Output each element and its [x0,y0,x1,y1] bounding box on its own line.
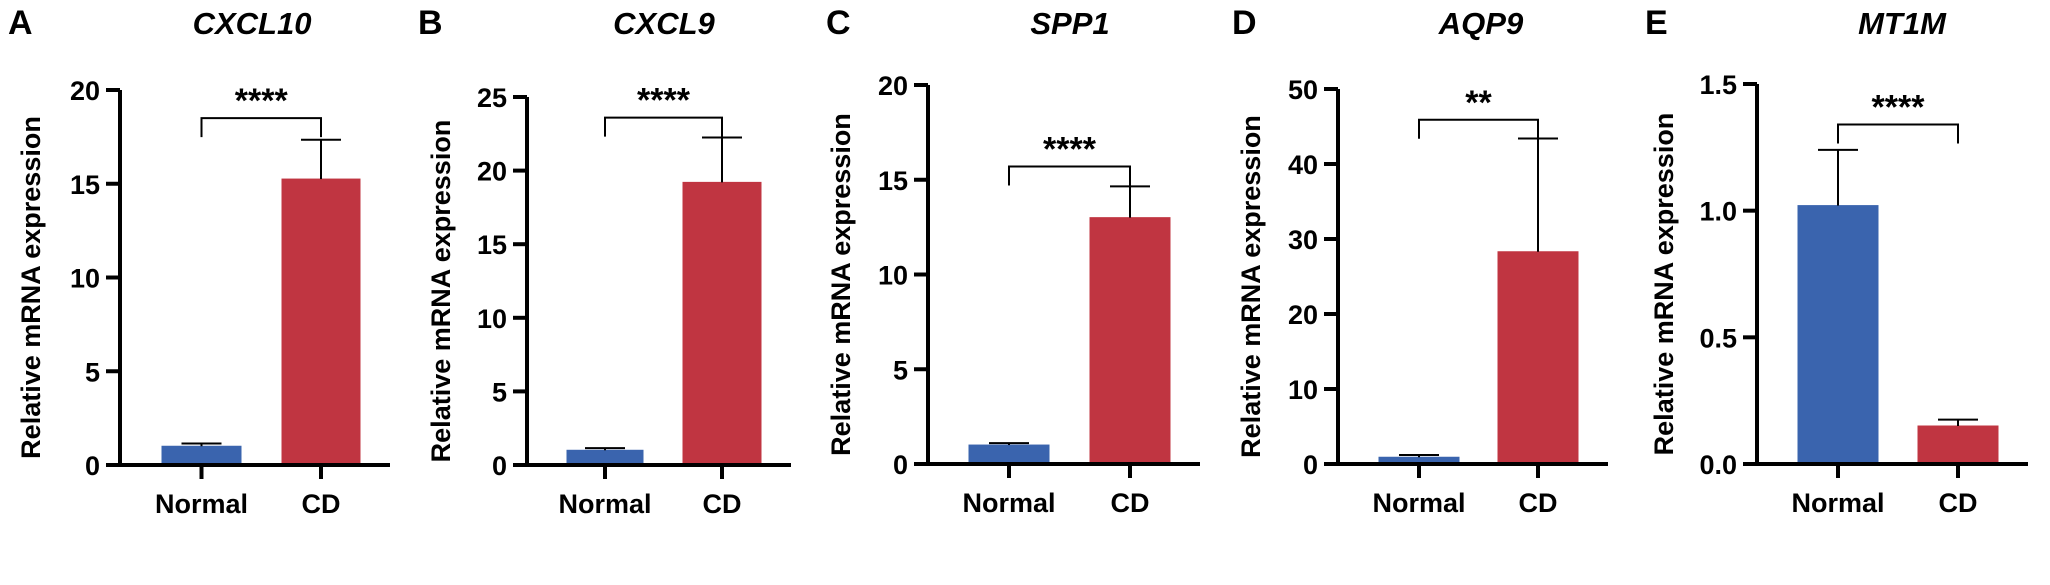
y-tick-label: 15 [878,166,908,196]
y-axis-label: Relative mRNA expression [826,113,856,456]
y-tick-label: 5 [492,377,507,407]
chart-title: MT1M [1858,6,1947,41]
panel-letter: C [826,4,851,42]
x-tick-label: CD [1111,488,1150,518]
y-tick-label: 10 [878,261,908,291]
significance-label: ** [1465,84,1492,122]
significance-label: **** [637,82,691,120]
x-tick-label: Normal [155,489,248,519]
x-tick-label: CD [302,489,341,519]
chart-title: CXCL9 [613,6,715,41]
bar-cd [682,181,762,466]
x-tick-label: Normal [1791,488,1884,518]
panel-letter: E [1645,4,1668,42]
significance-bracket [1008,165,1131,186]
y-tick-label: 15 [477,230,507,260]
chart-panel-b: B CXCL9 Relative mRNA expression 0 5 10 15 20 25… [418,4,791,519]
bar-normal [1797,205,1879,465]
y-tick-label: 0 [492,451,507,481]
y-tick-label: 40 [1288,150,1318,180]
significance-bracket [604,116,723,137]
x-tick-label: Normal [962,488,1055,518]
x-tick-label: CD [1939,488,1978,518]
y-tick-label: 0 [893,450,908,480]
y-tick-label: 1.5 [1699,70,1737,100]
chart-panel-c: C SPP1 Relative mRNA expression 0 5 10 15 20 Nor… [826,4,1200,518]
x-tick-label: Normal [558,489,651,519]
y-tick-label: 1.0 [1699,197,1737,227]
bar-cd [1917,425,1999,465]
y-tick-label: 5 [893,355,908,385]
significance-bracket [200,117,322,138]
y-tick-label: 20 [477,157,507,187]
panel-letter: A [8,4,33,42]
y-tick-label: 10 [1288,375,1318,405]
bar-normal [968,444,1050,465]
chart-panel-d: D AQP9 Relative mRNA expression 0 10 20 30 40 50… [1232,4,1608,518]
chart-panel-e: E MT1M Relative mRNA expression 0.0 0.5 1.0 1.… [1645,4,2028,518]
y-axis-label: Relative mRNA expression [1649,113,1679,456]
bar-cd [1497,251,1579,465]
y-tick-label: 10 [70,264,100,294]
y-tick-label: 0 [85,451,100,481]
chart-title: AQP9 [1438,6,1524,41]
y-tick-label: 0 [1303,450,1318,480]
x-tick-label: CD [703,489,742,519]
y-tick-label: 30 [1288,225,1318,255]
y-tick-label: 10 [477,304,507,334]
y-tick-label: 20 [70,76,100,106]
bar-cd [1089,217,1171,465]
bar-normal [566,449,644,466]
chart-panel-a: A CXCL10 Relative mRNA expression 0 5 10 15 20 N… [8,4,390,519]
significance-label: **** [1043,130,1097,168]
chart-title: CXCL10 [193,6,312,41]
y-tick-label: 25 [477,83,507,113]
significance-label: **** [235,82,289,120]
y-tick-label: 50 [1288,75,1318,105]
y-tick-label: 0.0 [1699,450,1737,480]
y-axis-label: Relative mRNA expression [426,120,456,463]
panel-letter: B [418,4,443,42]
panel-letter: D [1232,4,1257,42]
chart-title: SPP1 [1030,6,1109,41]
y-tick-label: 20 [1288,300,1318,330]
y-tick-label: 20 [878,71,908,101]
x-tick-label: Normal [1372,488,1465,518]
x-tick-label: CD [1519,488,1558,518]
y-tick-label: 0.5 [1699,323,1737,353]
y-axis-label: Relative mRNA expression [16,116,46,459]
bar-normal [161,445,242,466]
significance-bracket [1837,123,1959,144]
significance-bracket [1418,118,1539,139]
y-tick-label: 5 [85,357,100,387]
bar-cd [281,178,361,466]
significance-label: **** [1872,89,1926,127]
y-axis-label: Relative mRNA expression [1236,115,1266,458]
y-tick-label: 15 [70,170,100,200]
